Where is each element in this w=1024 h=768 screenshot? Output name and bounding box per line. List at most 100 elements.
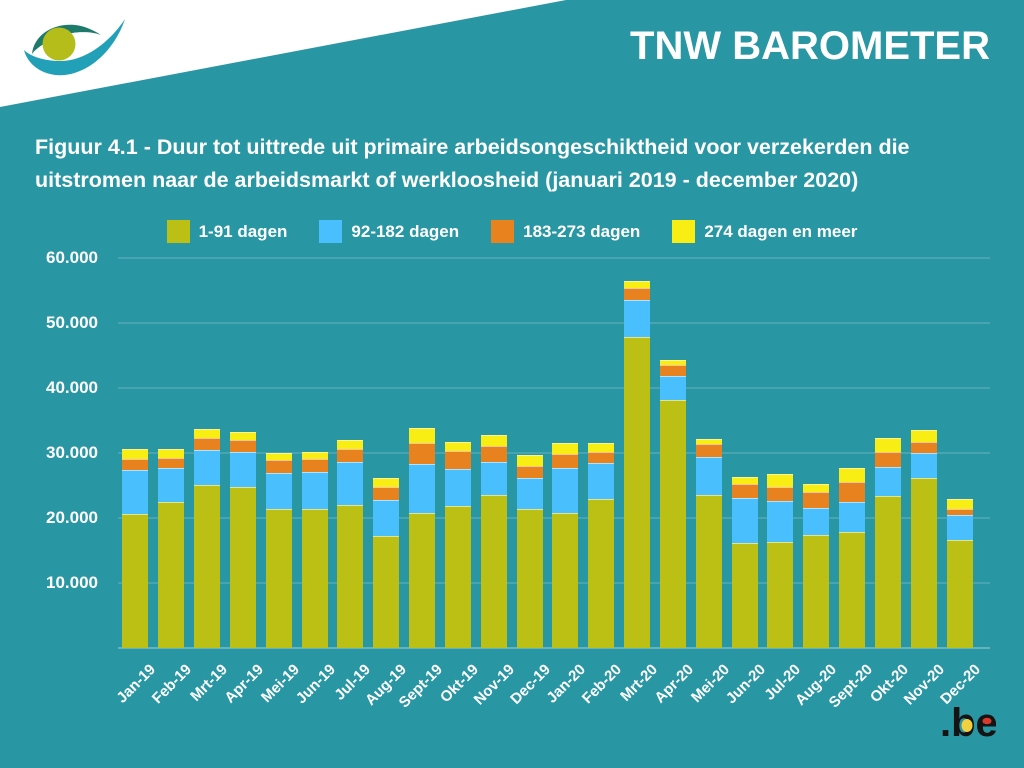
bar-Jul-20 <box>767 474 794 648</box>
bar-segment <box>910 453 937 478</box>
bar-segment <box>337 462 364 506</box>
bar-segment <box>552 512 579 648</box>
bar-segment <box>874 466 901 496</box>
bar-segment <box>946 515 973 541</box>
bar-segment <box>803 484 830 492</box>
bar-segment <box>731 498 758 543</box>
bar-segment <box>516 478 543 510</box>
bar-segment <box>552 442 579 454</box>
bar-segment <box>409 513 436 648</box>
bar-segment <box>659 364 686 376</box>
bar-segment <box>624 288 651 300</box>
bar-segment <box>839 531 866 648</box>
bar-segment <box>516 509 543 648</box>
legend-swatch-icon <box>672 220 696 243</box>
y-gridline <box>118 322 990 324</box>
bar-segment <box>839 502 866 532</box>
x-axis-label: Feb-20 <box>579 661 626 708</box>
bar-segment <box>337 505 364 648</box>
bar-segment <box>910 442 937 454</box>
bar-segment <box>659 375 686 401</box>
bar-Sept-19 <box>409 428 436 648</box>
brand-title: TNW BAROMETER <box>630 24 990 68</box>
bar-segment <box>122 514 149 648</box>
bar-Mrt-19 <box>193 428 220 648</box>
bar-segment <box>265 452 292 460</box>
x-axis-baseline <box>118 647 990 649</box>
bar-segment <box>946 540 973 648</box>
bar-segment <box>588 451 615 463</box>
bar-segment <box>946 499 973 510</box>
bar-segment <box>265 508 292 648</box>
x-axis-label: Feb-19 <box>148 661 196 708</box>
bar-Apr-19 <box>229 431 256 648</box>
bar-segment <box>409 442 436 465</box>
legend: 1-91 dagen 92-182 dagen 183-273 dagen 274 d… <box>0 220 1024 243</box>
figure-title-line2: uitstromen naar de arbeidsmarkt of werkl… <box>35 168 859 192</box>
figure-title: Figuur 4.1 - Duur tot uittrede uit prima… <box>35 131 1000 197</box>
y-gridline <box>118 387 990 389</box>
bar-segment <box>444 441 471 451</box>
bar-segment <box>193 428 220 439</box>
bar-segment <box>158 501 185 648</box>
bar-segment <box>301 459 328 472</box>
x-axis-label: Jun-20 <box>722 661 769 708</box>
bar-segment <box>373 499 400 536</box>
bar-segment <box>444 469 471 506</box>
bar-segment <box>552 453 579 468</box>
bar-Jun-20 <box>731 476 758 648</box>
bar-segment <box>839 467 866 482</box>
bar-segment <box>624 280 651 289</box>
bar-segment <box>588 462 615 500</box>
bar-segment <box>337 449 364 463</box>
bar-Dec-20 <box>946 499 973 648</box>
bar-segment <box>409 428 436 443</box>
bar-segment <box>480 435 507 446</box>
bar-segment <box>409 464 436 514</box>
y-tick-label: 50.000 <box>46 313 98 332</box>
bar-Jul-19 <box>337 440 364 648</box>
bar-Feb-20 <box>588 442 615 648</box>
legend-item: 274 dagen en meer <box>672 220 857 243</box>
bar-Aug-20 <box>803 484 830 648</box>
bar-Jan-20 <box>552 442 579 648</box>
legend-swatch-icon <box>319 220 343 243</box>
bar-segment <box>624 337 651 648</box>
bar-segment <box>122 470 149 515</box>
bar-Aug-19 <box>373 477 400 648</box>
figure-title-line1: Figuur 4.1 - Duur tot uittrede uit prima… <box>35 135 910 159</box>
bar-segment <box>767 501 794 543</box>
bar-segment <box>229 486 256 648</box>
bar-segment <box>910 429 937 443</box>
bar-segment <box>767 474 794 488</box>
bar-segment <box>874 452 901 467</box>
x-axis-label: Jun-19 <box>292 661 339 708</box>
bar-Okt-19 <box>444 441 471 648</box>
bar-segment <box>910 477 937 648</box>
bar-Mei-19 <box>265 452 292 648</box>
y-tick-label: 20.000 <box>46 508 98 527</box>
bar-segment <box>588 499 615 648</box>
bar-Nov-19 <box>480 435 507 648</box>
bar-Nov-20 <box>910 429 937 648</box>
bar-segment <box>158 449 185 459</box>
bar-segment <box>122 449 149 459</box>
bar-segment <box>695 444 722 458</box>
bar-segment <box>158 467 185 502</box>
bar-segment <box>444 505 471 648</box>
bar-Mei-20 <box>695 439 722 648</box>
bar-segment <box>767 542 794 648</box>
y-tick-label: 10.000 <box>46 573 98 592</box>
bar-segment <box>516 454 543 466</box>
bar-segment <box>767 487 794 502</box>
bar-Jun-19 <box>301 451 328 648</box>
bar-segment <box>193 484 220 648</box>
bar-Feb-19 <box>158 449 185 648</box>
y-gridline <box>118 257 990 259</box>
bar-segment <box>946 509 973 516</box>
bar-segment <box>731 542 758 648</box>
bar-segment <box>373 477 400 488</box>
bar-segment <box>158 458 185 468</box>
legend-item: 92-182 dagen <box>319 220 459 243</box>
